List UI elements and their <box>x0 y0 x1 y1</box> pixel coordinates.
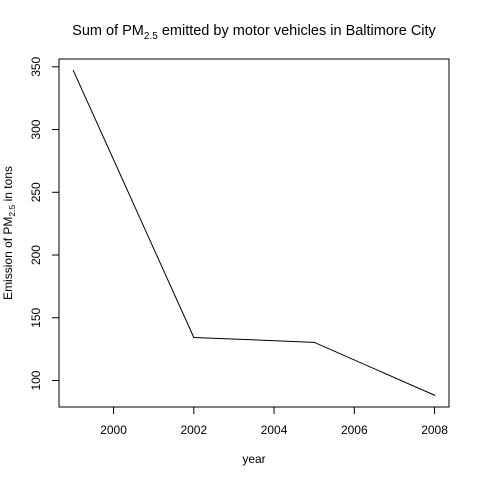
data-point <box>73 70 74 71</box>
chart-title-prefix: Sum of PM <box>72 23 144 39</box>
y-axis: 100 150 200 250 300 350 <box>29 56 59 390</box>
y-tick-label: 200 <box>29 245 43 265</box>
y-axis-label-subscript: 2.5 <box>7 204 17 216</box>
y-axis-label-prefix: Emission of PM <box>1 217 15 300</box>
x-tick-label: 2000 <box>100 423 127 437</box>
plot-frame <box>59 59 449 407</box>
data-point <box>434 395 435 396</box>
x-tick-label: 2008 <box>421 423 448 437</box>
y-tick-label: 350 <box>29 56 43 76</box>
y-tick-label: 100 <box>29 370 43 390</box>
chart-title-subscript: 2.5 <box>144 31 158 42</box>
chart-title: Sum of PM2.5 emitted by motor vehicles i… <box>72 23 436 42</box>
y-axis-label: Emission of PM2.5 in tons <box>1 166 17 300</box>
emission-line <box>73 71 434 395</box>
chart-title-suffix: emitted by motor vehicles in Baltimore C… <box>158 23 437 39</box>
data-point <box>193 337 194 338</box>
data-point <box>314 342 315 343</box>
y-tick-label: 250 <box>29 182 43 202</box>
y-tick-label: 300 <box>29 119 43 139</box>
y-axis-label-suffix: in tons <box>1 166 15 205</box>
series-group <box>73 70 435 396</box>
y-tick-label: 150 <box>29 307 43 327</box>
x-tick-label: 2006 <box>341 423 368 437</box>
x-tick-label: 2004 <box>261 423 288 437</box>
x-axis-label: year <box>242 452 265 466</box>
x-axis: 2000 2002 2004 2006 2008 <box>100 407 448 437</box>
x-tick-label: 2002 <box>180 423 207 437</box>
